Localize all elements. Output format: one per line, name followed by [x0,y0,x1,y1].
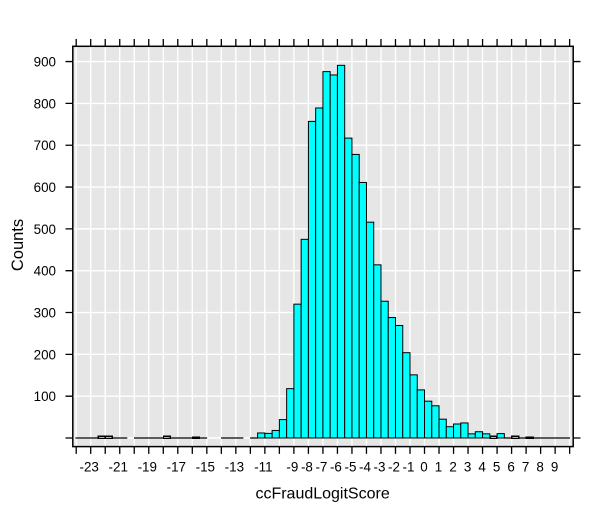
svg-text:200: 200 [34,347,56,362]
svg-text:-5: -5 [344,460,356,475]
svg-text:1: 1 [435,460,442,475]
svg-text:-15: -15 [196,460,215,475]
svg-text:-23: -23 [80,460,99,475]
svg-text:900: 900 [34,55,56,70]
svg-text:6: 6 [507,460,514,475]
svg-text:9: 9 [551,460,558,475]
svg-text:5: 5 [493,460,500,475]
svg-text:800: 800 [34,96,56,111]
svg-text:-2: -2 [388,460,400,475]
svg-text:7: 7 [522,460,529,475]
svg-text:400: 400 [34,264,56,279]
svg-text:-11: -11 [254,460,272,475]
svg-text:3: 3 [464,460,471,475]
svg-text:-17: -17 [167,460,186,475]
svg-text:300: 300 [34,306,56,321]
svg-text:-9: -9 [286,460,298,475]
svg-text:100: 100 [34,389,56,404]
svg-text:4: 4 [478,460,486,475]
svg-text:-8: -8 [301,460,313,475]
svg-text:500: 500 [34,222,56,237]
svg-text:8: 8 [536,460,543,475]
svg-text:-3: -3 [374,460,386,475]
svg-text:-7: -7 [315,460,327,475]
svg-text:Counts: Counts [9,219,27,271]
svg-text:700: 700 [34,138,56,153]
svg-text:ccFraudLogitScore: ccFraudLogitScore [255,486,389,503]
svg-text:-13: -13 [225,460,244,475]
svg-text:-4: -4 [359,460,371,475]
svg-text:-1: -1 [403,460,415,475]
svg-text:2: 2 [449,460,456,475]
svg-text:-19: -19 [138,460,157,475]
svg-text:-6: -6 [330,460,342,475]
svg-text:600: 600 [34,180,56,195]
svg-text:0: 0 [420,460,427,475]
svg-text:-21: -21 [109,460,128,475]
